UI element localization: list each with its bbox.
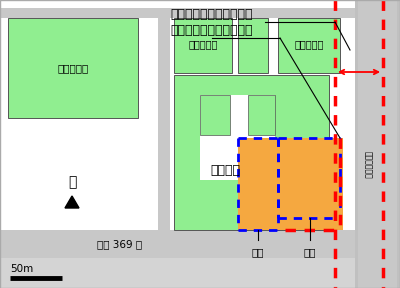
Polygon shape bbox=[65, 196, 79, 208]
Bar bbox=[0, 230, 355, 258]
Text: 県庁分庁舎: 県庁分庁舎 bbox=[294, 39, 324, 49]
Bar bbox=[238, 138, 343, 230]
Bar bbox=[0, 8, 158, 230]
Bar bbox=[174, 75, 329, 230]
Bar bbox=[170, 8, 340, 230]
Bar bbox=[0, 0, 355, 8]
Bar bbox=[238, 18, 268, 73]
Bar bbox=[200, 95, 230, 135]
Text: 奈良県庁: 奈良県庁 bbox=[210, 164, 240, 177]
Bar bbox=[174, 18, 232, 73]
Bar bbox=[158, 8, 170, 240]
Text: 北: 北 bbox=[68, 175, 76, 189]
Bar bbox=[0, 258, 355, 288]
Bar bbox=[200, 95, 275, 180]
Bar bbox=[278, 18, 340, 73]
Bar bbox=[158, 8, 170, 18]
Text: 西棟: 西棟 bbox=[252, 247, 264, 257]
Text: 県立美術館: 県立美術館 bbox=[188, 39, 218, 49]
Bar bbox=[355, 0, 400, 288]
Bar bbox=[0, 8, 355, 18]
Text: 県文化会館: 県文化会館 bbox=[57, 63, 89, 73]
Bar bbox=[248, 95, 275, 135]
Text: 都市計画道路の計画区域: 都市計画道路の計画区域 bbox=[170, 7, 252, 20]
Text: 国道３６９号: 国道３６９号 bbox=[364, 151, 372, 179]
Text: 東棟: 東棟 bbox=[304, 247, 316, 257]
Text: 登大路ターミナル予定地: 登大路ターミナル予定地 bbox=[170, 24, 252, 37]
Bar bbox=[358, 0, 397, 288]
Text: 50m: 50m bbox=[10, 264, 33, 274]
Bar bbox=[158, 230, 170, 258]
Bar bbox=[8, 18, 138, 118]
Text: 国道 369 号: 国道 369 号 bbox=[98, 239, 142, 249]
